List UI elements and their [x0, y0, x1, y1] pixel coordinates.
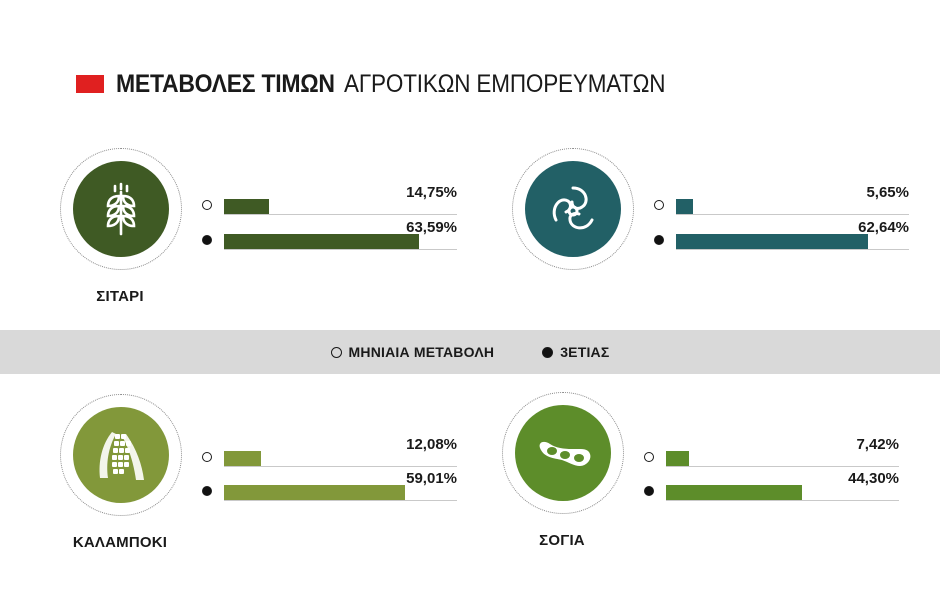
- value-label: 5,65%: [866, 184, 909, 201]
- panel-soy: ΣΟΓΙΑ 7,42% 44,30%: [502, 392, 902, 562]
- value-label: 62,64%: [858, 219, 909, 236]
- panel-wheat: ΣΙΤΑΡΙ 14,75% 63,59%: [60, 148, 460, 318]
- panel-corn: ΚΑΛΑΜΠΟΚΙ 12,08% 59,01%: [60, 394, 460, 564]
- bar-monthly: [676, 199, 694, 214]
- open-circle-marker: [654, 200, 664, 210]
- bar-row-monthly: 5,65%: [654, 184, 909, 218]
- bar-row-3year: 44,30%: [644, 470, 899, 504]
- value-label: 12,08%: [406, 436, 457, 453]
- filled-circle-marker: [542, 346, 554, 358]
- wheat-icon: [106, 182, 136, 236]
- title-bold-text: ΜΕΤΑΒΟΛΕΣ ΤΙΜΩΝ: [116, 69, 335, 98]
- bar-track: [676, 249, 909, 250]
- bar-track: [224, 466, 457, 467]
- bar-monthly: [224, 199, 270, 214]
- bar-row-monthly: 7,42%: [644, 436, 899, 470]
- open-circle-marker: [202, 200, 212, 210]
- filled-circle-marker: [202, 235, 212, 245]
- value-label: 14,75%: [406, 184, 457, 201]
- icon-disc: [525, 161, 621, 257]
- legend-label: 3ΕΤΙΑΣ: [560, 344, 610, 360]
- legend-item-3year: 3ΕΤΙΑΣ: [542, 344, 609, 360]
- bar-3year: [224, 485, 406, 500]
- open-circle-marker: [644, 452, 654, 462]
- page-title: ΜΕΤΑΒΟΛΕΣ ΤΙΜΩΝ ΑΓΡΟΤΙΚΩΝ ΕΜΠΟΡΕΥΜΑΤΩΝ: [76, 66, 701, 102]
- value-label: 63,59%: [406, 219, 457, 236]
- open-circle-marker: [330, 346, 342, 358]
- icon-disc: [73, 161, 169, 257]
- bar-monthly: [224, 451, 262, 466]
- value-label: 59,01%: [406, 470, 457, 487]
- bar-track: [666, 500, 899, 501]
- icon-disc: [515, 405, 611, 501]
- icon-ring: [502, 392, 624, 514]
- bar-track: [676, 214, 909, 215]
- legend-item-monthly: ΜΗΝΙΑΙΑ ΜΕΤΑΒΟΛΗ: [330, 344, 495, 360]
- soybean-icon: [539, 441, 591, 466]
- panel-label: ΣΟΓΙΑ: [539, 532, 585, 549]
- panel-label: ΚΑΛΑΜΠΟΚΙ: [72, 534, 168, 551]
- bar-row-3year: 62,64%: [654, 219, 909, 253]
- legend-label: ΜΗΝΙΑΙΑ ΜΕΤΑΒΟΛΗ: [348, 344, 495, 360]
- icon-ring: [60, 394, 182, 516]
- title-accent-block: [76, 75, 104, 93]
- icon-disc: [73, 407, 169, 503]
- bar-track: [666, 466, 899, 467]
- title-light-text: ΑΓΡΟΤΙΚΩΝ ΕΜΠΟΡΕΥΜΑΤΩΝ: [343, 69, 666, 98]
- filled-circle-marker: [644, 486, 654, 496]
- filled-circle-marker: [202, 486, 212, 496]
- bar-3year: [666, 485, 803, 500]
- bar-row-monthly: 14,75%: [202, 184, 457, 218]
- open-circle-marker: [202, 452, 212, 462]
- bar-row-monthly: 12,08%: [202, 436, 457, 470]
- bar-row-3year: 59,01%: [202, 470, 457, 504]
- bar-track: [224, 249, 457, 250]
- bar-monthly: [666, 451, 689, 466]
- panel-cotton: 5,65% 62,64%: [512, 148, 912, 318]
- value-label: 44,30%: [848, 470, 899, 487]
- icon-ring: [512, 148, 634, 270]
- bar-track: [224, 500, 457, 501]
- bar-track: [224, 214, 457, 215]
- legend-band: ΜΗΝΙΑΙΑ ΜΕΤΑΒΟΛΗ 3ΕΤΙΑΣ: [0, 330, 940, 374]
- corn-icon: [99, 432, 144, 480]
- bar-3year: [224, 234, 420, 249]
- bar-3year: [676, 234, 869, 249]
- icon-ring: [60, 148, 182, 270]
- cotton-icon: [552, 186, 594, 230]
- filled-circle-marker: [654, 235, 664, 245]
- panel-label: ΣΙΤΑΡΙ: [96, 288, 144, 305]
- value-label: 7,42%: [856, 436, 899, 453]
- bar-row-3year: 63,59%: [202, 219, 457, 253]
